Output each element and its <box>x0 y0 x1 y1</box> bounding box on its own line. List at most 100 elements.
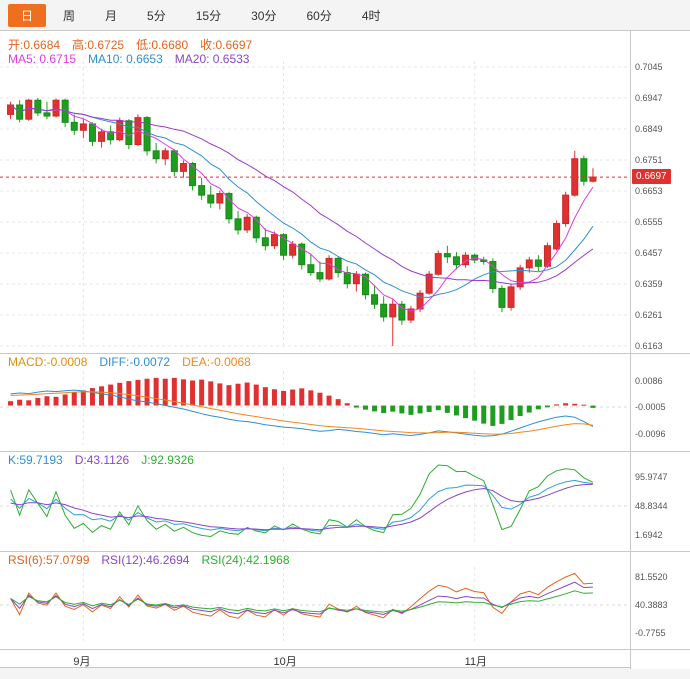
tab-15分[interactable]: 15分 <box>195 8 222 23</box>
tab-月[interactable]: 月 <box>105 8 118 23</box>
macd-chart[interactable] <box>0 353 630 451</box>
macd-value: MACD:-0.0008 <box>8 355 88 369</box>
tab-30分[interactable]: 30分 <box>251 8 277 23</box>
tab-日[interactable]: 日 <box>8 3 47 27</box>
candle-body <box>543 245 551 267</box>
month-label: 11月 <box>464 656 488 668</box>
candle-body <box>516 267 524 288</box>
current-price-tag: 0.6697 <box>632 169 671 185</box>
candle-body <box>589 176 597 182</box>
axis-label: 0.6457 <box>635 248 663 258</box>
macd-bar <box>590 405 596 408</box>
candle-body <box>243 216 251 231</box>
macd-bar <box>453 405 459 416</box>
macd-bar <box>435 405 441 411</box>
tab-5分[interactable]: 5分 <box>147 8 166 23</box>
candlestick-chart[interactable] <box>0 31 630 353</box>
axis-label: 0.6163 <box>635 341 663 351</box>
macd-bar <box>235 383 241 406</box>
macd-bar <box>317 392 323 406</box>
macd-bar <box>381 405 387 414</box>
month-label: 10月 <box>273 656 297 668</box>
kdj-chart[interactable] <box>0 451 630 551</box>
macd-bar <box>554 404 560 406</box>
macd-bar <box>463 405 469 419</box>
quote-bar: 开:0.6684 高:0.6725 低:0.6680 收:0.6697 <box>8 36 252 53</box>
macd-bar <box>208 381 214 406</box>
candle-body <box>234 218 242 231</box>
candle-body <box>307 264 315 274</box>
tab-4时[interactable]: 4时 <box>361 8 381 23</box>
candle-body <box>216 193 224 204</box>
rsi6-value: RSI(6):57.0799 <box>8 553 90 567</box>
axis-label: 0.6849 <box>635 124 663 134</box>
candle-body <box>107 131 115 141</box>
macd-bar <box>362 405 368 410</box>
rsi24-value: RSI(24):42.1968 <box>201 553 290 567</box>
axis-label: 0.6653 <box>635 186 663 196</box>
d-value: D:43.1126 <box>74 453 130 467</box>
macd-bar <box>472 405 478 421</box>
macd-bar <box>35 397 41 406</box>
tab-周[interactable]: 周 <box>63 8 76 23</box>
axis-label: 0.6359 <box>635 279 663 289</box>
macd-bar <box>271 389 277 406</box>
candle-body <box>179 162 187 172</box>
candle-body <box>52 99 60 117</box>
period-toolbar: 日 周 月 5分 15分 30分 60分 4时 <box>0 0 690 30</box>
candle-body <box>43 112 51 117</box>
k-value: K:59.7193 <box>8 453 63 467</box>
ma20-line <box>10 104 594 285</box>
candle-body <box>261 237 269 247</box>
diff-line <box>10 389 594 437</box>
macd-bar <box>490 405 496 426</box>
candle-body <box>70 121 78 131</box>
candle-body <box>334 257 342 274</box>
ma20-value: MA20: 0.6533 <box>174 52 250 66</box>
macd-bar <box>226 385 232 406</box>
rsi12-line <box>10 581 593 616</box>
ma10-line <box>10 104 594 298</box>
panel-divider <box>0 649 690 650</box>
macd-bar <box>244 382 250 406</box>
dea-line <box>10 391 593 435</box>
diff-value: DIFF:-0.0072 <box>99 355 171 369</box>
macd-bar <box>217 383 223 406</box>
macd-bar <box>290 389 296 406</box>
main-chart-panel: 开:0.6684 高:0.6725 低:0.6680 收:0.6697 MA5:… <box>0 31 630 353</box>
macd-bar <box>581 404 587 406</box>
month-label: 9月 <box>73 656 91 668</box>
macd-bar <box>44 396 50 406</box>
macd-bar <box>89 388 95 406</box>
candle-body <box>161 150 169 160</box>
macd-bar <box>335 399 341 406</box>
rsi12-value: RSI(12):46.2694 <box>101 553 190 567</box>
macd-bar <box>444 405 450 413</box>
macd-bar <box>17 399 23 406</box>
macd-bar <box>53 396 59 406</box>
candle-body <box>452 256 460 266</box>
macd-bar <box>508 405 514 421</box>
candle-body <box>525 259 533 269</box>
rsi-chart[interactable] <box>0 551 630 649</box>
candle-body <box>389 303 397 318</box>
candle-body <box>471 254 479 261</box>
price-axis: 0.6697 0.7045 0.6947 0.6849 0.6751 0.6653 0.6… <box>630 31 690 669</box>
macd-bar <box>144 378 150 406</box>
macd-bar <box>171 377 177 406</box>
axis-label: -0.7755 <box>635 628 666 638</box>
tab-60分[interactable]: 60分 <box>306 8 332 23</box>
candle-body <box>489 261 497 289</box>
candle-body <box>298 243 306 266</box>
candle-body <box>7 104 15 115</box>
candle-body <box>562 194 570 225</box>
macd-bar <box>572 403 578 406</box>
candle-body <box>198 185 206 196</box>
panel-divider <box>0 353 690 354</box>
macd-bar <box>153 377 159 406</box>
macd-bar <box>99 386 105 406</box>
candle-body <box>534 259 542 267</box>
candle-body <box>125 120 133 146</box>
rsi6-line <box>10 572 593 619</box>
axis-label: 40.3883 <box>635 600 668 610</box>
